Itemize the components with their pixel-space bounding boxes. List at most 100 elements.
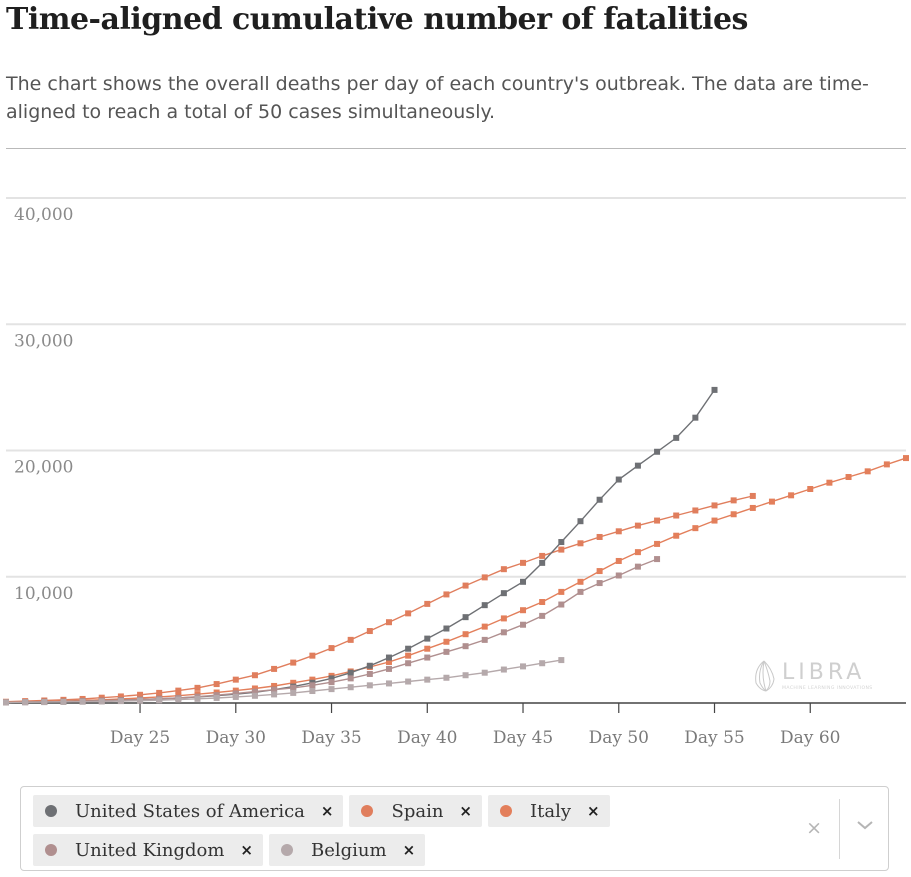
data-point xyxy=(500,629,507,636)
country-chip[interactable]: United States of America × xyxy=(33,795,344,827)
data-point xyxy=(596,533,603,540)
data-point xyxy=(462,631,469,638)
data-point xyxy=(462,672,469,679)
remove-chip-icon[interactable]: × xyxy=(587,802,600,820)
data-point xyxy=(443,625,450,632)
data-point xyxy=(654,517,661,524)
data-point xyxy=(615,557,622,564)
country-chip[interactable]: United Kingdom × xyxy=(33,834,263,866)
data-point xyxy=(347,636,354,643)
data-point xyxy=(481,669,488,676)
data-point xyxy=(117,693,124,700)
country-chip[interactable]: Spain × xyxy=(349,795,482,827)
country-chip-label: Italy xyxy=(530,800,572,822)
data-point xyxy=(539,612,546,619)
x-tick-label: Day 40 xyxy=(397,728,457,748)
data-point xyxy=(711,517,718,524)
data-point xyxy=(749,504,756,511)
data-point xyxy=(232,693,239,700)
data-point xyxy=(347,684,354,691)
data-point xyxy=(347,669,354,676)
country-chip-label: Belgium xyxy=(310,839,387,861)
series-line xyxy=(5,495,753,703)
chart-subtitle: The chart shows the overall deaths per d… xyxy=(6,73,869,123)
data-point xyxy=(424,600,431,607)
data-point xyxy=(596,568,603,575)
data-point xyxy=(443,648,450,655)
series-line xyxy=(5,659,562,704)
data-point xyxy=(481,602,488,609)
x-tick-label: Day 45 xyxy=(493,728,553,748)
series-united-kingdom xyxy=(3,556,661,706)
data-point xyxy=(500,590,507,597)
clear-all-icon[interactable]: × xyxy=(806,817,822,839)
data-point xyxy=(309,682,316,689)
data-point xyxy=(366,670,373,677)
data-point xyxy=(79,698,86,705)
series-spain xyxy=(3,492,756,705)
data-point xyxy=(328,679,335,686)
remove-chip-icon[interactable]: × xyxy=(320,802,334,820)
data-point xyxy=(251,692,258,699)
data-point xyxy=(654,540,661,547)
data-point xyxy=(22,699,29,706)
data-point xyxy=(290,689,297,696)
data-point xyxy=(156,697,163,704)
series-united-states-of-america xyxy=(3,386,718,706)
remove-chip-icon[interactable]: × xyxy=(459,802,472,820)
data-point xyxy=(539,599,546,605)
data-point xyxy=(232,690,239,697)
data-point xyxy=(309,652,316,659)
data-point xyxy=(405,660,412,667)
country-chip[interactable]: Belgium × xyxy=(268,834,426,866)
remove-chip-icon[interactable]: × xyxy=(240,841,253,859)
data-point xyxy=(788,492,795,499)
x-tick-label: Day 35 xyxy=(301,728,361,748)
data-point xyxy=(443,591,450,598)
y-tick-label: 20,000 xyxy=(14,458,73,478)
data-point xyxy=(271,691,278,698)
y-tick-label: 30,000 xyxy=(14,331,73,351)
data-point xyxy=(98,694,105,701)
data-point xyxy=(271,682,278,689)
data-point xyxy=(251,688,258,695)
data-point xyxy=(290,659,297,666)
data-point xyxy=(520,663,527,670)
data-point xyxy=(328,686,335,693)
data-point xyxy=(826,479,833,486)
data-point xyxy=(903,455,909,462)
data-point xyxy=(692,507,699,514)
data-point xyxy=(692,414,699,421)
data-point xyxy=(558,539,565,546)
remove-chip-icon[interactable]: × xyxy=(402,841,416,859)
data-point xyxy=(309,676,316,683)
data-point xyxy=(405,652,412,659)
chevron-down-icon[interactable] xyxy=(856,819,874,831)
data-point xyxy=(41,699,48,706)
data-point xyxy=(405,678,412,685)
data-point xyxy=(194,695,201,702)
data-point xyxy=(520,621,527,628)
country-chip[interactable]: Italy × xyxy=(488,795,610,827)
data-point xyxy=(730,511,737,518)
country-chip-label: Spain xyxy=(391,800,444,822)
data-point xyxy=(481,623,488,630)
data-point xyxy=(654,556,661,563)
data-point xyxy=(539,660,546,667)
data-point xyxy=(634,549,641,556)
data-point xyxy=(673,532,680,539)
data-point xyxy=(673,434,680,441)
data-point xyxy=(749,492,756,499)
country-selector[interactable]: United States of America × Spain × Italy × Uni… xyxy=(20,786,889,871)
data-point xyxy=(577,518,584,525)
data-point xyxy=(577,578,584,585)
logo-wordmark: LIBRA xyxy=(782,660,865,685)
data-point xyxy=(577,540,584,547)
data-point xyxy=(366,628,373,635)
data-point xyxy=(558,588,565,595)
data-point xyxy=(481,636,488,643)
data-point xyxy=(520,607,527,614)
data-point xyxy=(481,574,488,581)
data-point xyxy=(290,679,297,686)
series-line xyxy=(5,389,716,704)
